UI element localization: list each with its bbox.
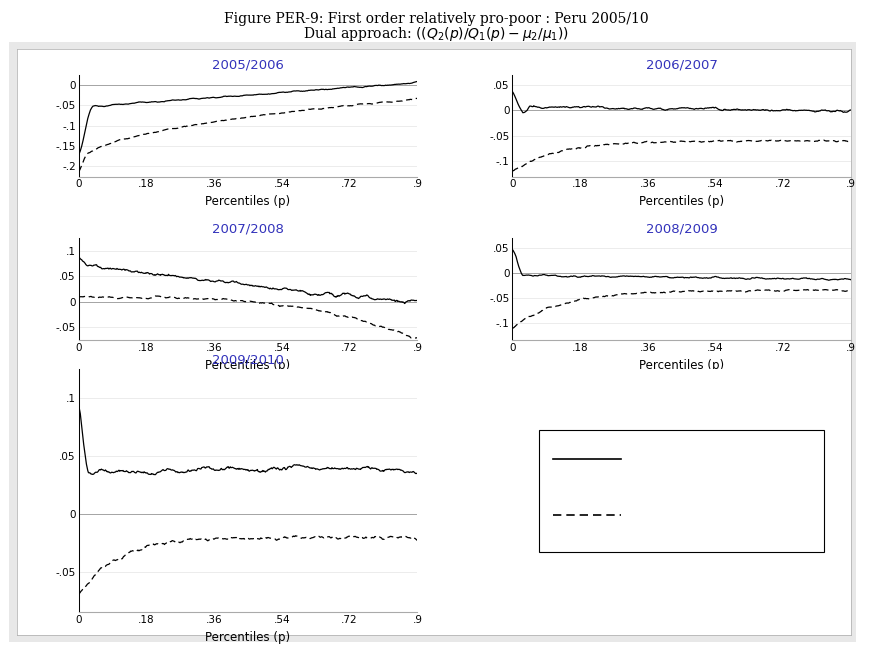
X-axis label: Percentiles (p): Percentiles (p) xyxy=(639,195,725,208)
Text: Dual approach: $((Q_2(p)/Q_1(p) - \mu_2/\mu_1))$: Dual approach: $((Q_2(p)/Q_1(p) - \mu_2/… xyxy=(304,25,569,43)
Text: Difference: Difference xyxy=(635,453,696,466)
Title: 2008/2009: 2008/2009 xyxy=(646,222,718,235)
Title: 2007/2008: 2007/2008 xyxy=(212,222,284,235)
Text: Figure PER-9: First order relatively pro-poor : Peru 2005/10: Figure PER-9: First order relatively pro… xyxy=(224,12,649,27)
Title: 2009/2010: 2009/2010 xyxy=(212,354,284,367)
Title: 2005/2006: 2005/2006 xyxy=(212,59,284,72)
X-axis label: Percentiles (p): Percentiles (p) xyxy=(205,631,291,643)
Title: 2006/2007: 2006/2007 xyxy=(646,59,718,72)
Text: Lower Bound of 95 % C.I.: Lower Bound of 95 % C.I. xyxy=(635,509,782,522)
Bar xyxy=(540,430,824,551)
X-axis label: Percentiles (p): Percentiles (p) xyxy=(639,358,725,371)
X-axis label: Percentiles (p): Percentiles (p) xyxy=(205,358,291,371)
X-axis label: Percentiles (p): Percentiles (p) xyxy=(205,195,291,208)
